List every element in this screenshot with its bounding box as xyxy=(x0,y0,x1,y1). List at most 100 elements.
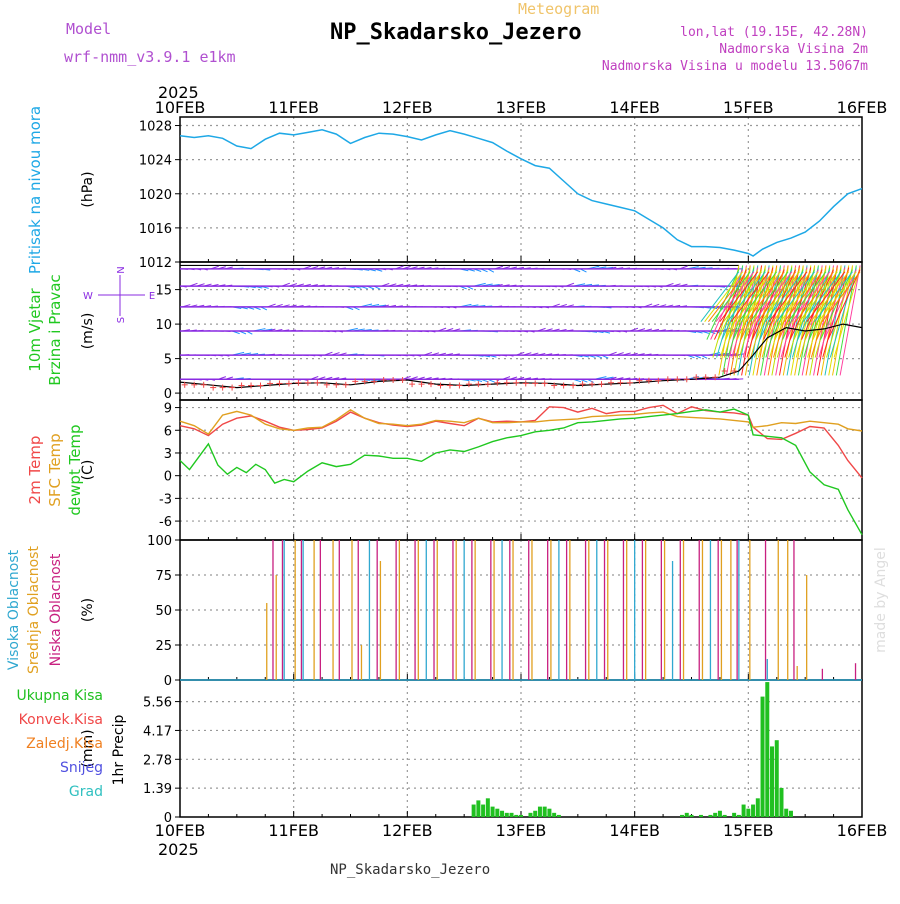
wind-axis-label: 10m Vjetar xyxy=(26,287,44,371)
temp-dew-axis-label: dewpt Temp xyxy=(66,424,84,515)
temperature-ytick-label: 9 xyxy=(164,402,172,417)
precip-bar xyxy=(476,800,480,817)
precip-ytick-label: 5.56 xyxy=(143,696,172,711)
precip-bar xyxy=(761,697,765,817)
footer-station-name: NP_Skadarsko_Jezero xyxy=(330,862,490,878)
page-title: NP_Skadarsko_Jezero xyxy=(330,20,582,45)
bottom-xtick-label: 15FEB xyxy=(723,821,774,840)
pressure-axis-label: Pritisak na nivou mora xyxy=(26,106,44,274)
bottom-xtick-label: 14FEB xyxy=(609,821,660,840)
precip-bar xyxy=(756,798,760,817)
bottom-xtick-label: 16FEB xyxy=(837,821,888,840)
precip-bar xyxy=(486,798,490,817)
location-coordinates: lon,lat (19.15E, 42.28N) xyxy=(680,25,868,40)
bottom-xtick-label: 12FEB xyxy=(382,821,433,840)
precip-ytick-label: 4.17 xyxy=(143,724,172,739)
top-xtick-label: 16FEB xyxy=(837,98,888,117)
temperature-ytick-label: 0 xyxy=(164,470,172,485)
wind-ytick-label: 15 xyxy=(155,284,172,299)
compass-n-label: N xyxy=(116,266,127,273)
pressure-ytick-label: 1020 xyxy=(139,188,172,203)
precip-bar xyxy=(500,811,504,817)
wind-ytick-label: 5 xyxy=(164,353,172,368)
meteogram-heading: Meteogram xyxy=(518,0,599,18)
compass-w-label: W xyxy=(83,291,93,302)
precip-bar xyxy=(505,813,509,817)
precip-legend-item: Grad xyxy=(69,784,103,800)
precip-bar xyxy=(732,813,736,817)
year-bottom-label: 2025 xyxy=(158,840,199,859)
precip-ytick-label: 2.78 xyxy=(143,753,172,768)
wind-ytick-label: 0 xyxy=(164,387,172,402)
precip-bar xyxy=(775,740,779,817)
precip-bar xyxy=(713,813,717,817)
precip-bar xyxy=(472,805,476,817)
top-xtick-label: 12FEB xyxy=(382,98,433,117)
precip-bar xyxy=(557,815,561,817)
compass-e-label: E xyxy=(149,291,155,302)
wind-units-label: (m/s) xyxy=(80,313,96,350)
pressure-ytick-label: 1028 xyxy=(139,120,172,135)
station-elevation: Nadmorska Visina 2m xyxy=(719,42,868,57)
precip-bar xyxy=(510,813,514,817)
temp-sfc-axis-label: SFC Temp xyxy=(46,433,64,506)
precip-bar xyxy=(552,813,556,817)
temp-2m-axis-label: 2m Temp xyxy=(26,436,44,505)
compass-s-label: S xyxy=(116,317,127,323)
wind-axis-label-2: Brzina i Pravac xyxy=(46,274,64,385)
precip-bar xyxy=(784,809,788,817)
wind-ytick-label: 10 xyxy=(155,318,172,333)
precip-bar xyxy=(680,815,684,817)
precip-bar xyxy=(514,815,518,817)
precip-legend-item: Snijeg xyxy=(60,760,103,776)
precip-bar xyxy=(685,813,689,817)
clouds-ytick-label: 0 xyxy=(164,674,172,689)
top-xtick-label: 15FEB xyxy=(723,98,774,117)
top-xtick-label: 13FEB xyxy=(496,98,547,117)
temperature-ytick-label: 6 xyxy=(164,424,172,439)
precip-bar xyxy=(491,807,495,817)
model-label: Model xyxy=(66,20,111,38)
temperature-ytick-label: 3 xyxy=(164,447,172,462)
precip-bar xyxy=(746,809,750,817)
precip-bar xyxy=(538,807,542,817)
precip-bar xyxy=(481,805,485,817)
precip-legend-item: Zaledj.Kisa xyxy=(26,736,103,752)
precip-bar xyxy=(723,815,727,817)
precip-bar xyxy=(770,746,774,817)
clouds-ytick-label: 100 xyxy=(147,534,172,549)
precip-bar xyxy=(519,815,523,817)
bottom-xtick-label: 11FEB xyxy=(268,821,319,840)
precip-bar xyxy=(528,813,532,817)
precip-legend-item: Konvek.Kisa xyxy=(19,712,103,728)
cloud-low-axis-label: Niska Oblacnost xyxy=(48,553,64,666)
top-xtick-label: 14FEB xyxy=(609,98,660,117)
year-top-label: 2025 xyxy=(158,83,199,102)
precip-bar xyxy=(495,809,499,817)
clouds-ytick-label: 25 xyxy=(155,639,172,654)
precip-bar xyxy=(543,807,547,817)
pressure-ytick-label: 1012 xyxy=(139,256,172,271)
precip-bar xyxy=(742,805,746,817)
model-value: wrf-nmm_v3.9.1 e1km xyxy=(64,48,236,66)
pressure-ytick-label: 1024 xyxy=(139,154,172,169)
precip-axis-label: 1hr Precip xyxy=(111,715,127,786)
precip-bar xyxy=(699,815,703,817)
pressure-ytick-label: 1016 xyxy=(139,222,172,237)
temperature-frame xyxy=(180,400,862,540)
precip-bar xyxy=(789,811,793,817)
precip-bar xyxy=(751,805,755,817)
precip-bar xyxy=(779,788,783,817)
bottom-xtick-label: 13FEB xyxy=(496,821,547,840)
precip-bar xyxy=(690,815,694,817)
precip-bar xyxy=(708,815,712,817)
model-elevation: Nadmorska Visina u modelu 13.5067m xyxy=(602,59,868,74)
precip-bar xyxy=(533,811,537,817)
clouds-units-label: (%) xyxy=(80,598,96,622)
precip-legend-item: Ukupna Kisa xyxy=(16,688,103,704)
clouds-ytick-label: 50 xyxy=(155,604,172,619)
temperature-ytick-label: -3 xyxy=(159,492,172,507)
cloud-mid-axis-label: Srednja Oblacnost xyxy=(26,546,42,674)
